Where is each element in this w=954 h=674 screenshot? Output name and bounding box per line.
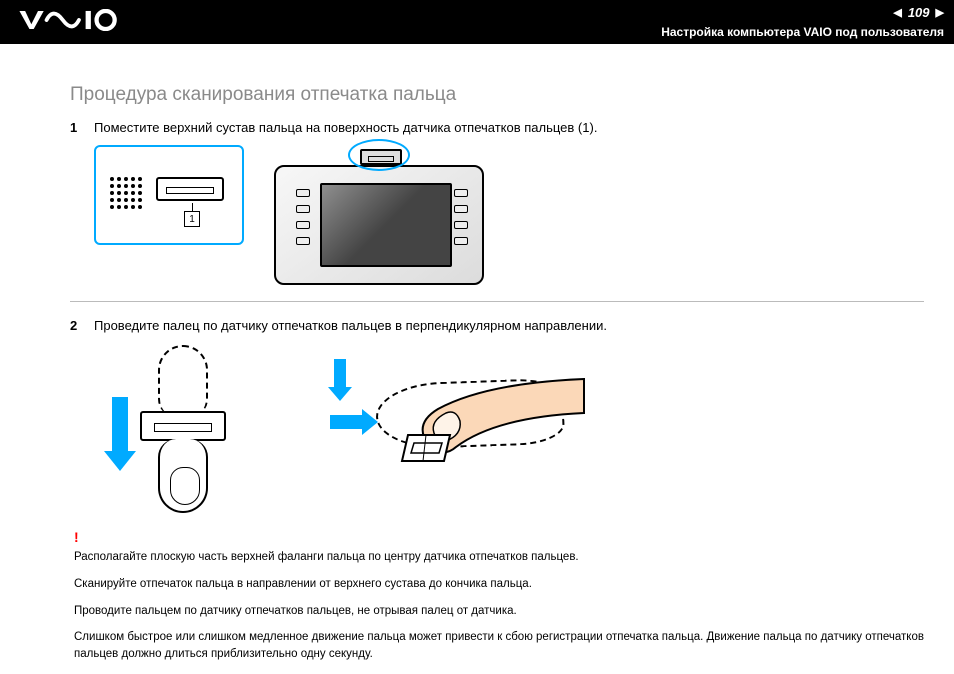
breadcrumb[interactable]: Настройка компьютера VAIO под пользовате…: [661, 23, 944, 41]
device-left-buttons: [296, 189, 310, 245]
section-title: Процедура сканирования отпечатка пальца: [70, 84, 924, 106]
speaker-grille-icon: [110, 177, 142, 209]
sensor-perspective: [400, 433, 452, 463]
device-right-buttons: [454, 189, 468, 245]
step-1-text: Поместите верхний сустав пальца на повер…: [94, 120, 597, 135]
sensor-top-view: [140, 411, 226, 441]
down-arrow-icon: [112, 397, 136, 471]
page-number: 109: [908, 3, 930, 23]
divider: [70, 301, 924, 302]
fingerprint-sensor-icon: [156, 177, 224, 201]
device-screen: [320, 183, 452, 267]
step-2-num: 2: [70, 318, 82, 333]
note-4: Слишком быстрое или слишком медленное дв…: [74, 629, 924, 662]
step-2: 2 Проведите палец по датчику отпечатков …: [70, 318, 924, 333]
illustration-1: 1: [94, 145, 924, 285]
finger-ghost-outline: [158, 345, 208, 417]
page-nav[interactable]: ◀ 109 ▶: [661, 3, 944, 23]
down-arrow-small-icon: [334, 359, 352, 401]
note-1: Располагайте плоскую часть верхней фалан…: [74, 549, 924, 566]
warning-icon: !: [74, 527, 924, 547]
swipe-perspective-view: [330, 353, 570, 503]
prev-arrow-icon[interactable]: ◀: [893, 5, 901, 22]
fingernail: [170, 467, 200, 505]
device-sensor-top: [360, 149, 402, 165]
device-body: [274, 165, 484, 285]
header-bar: ◀ 109 ▶ Настройка компьютера VAIO под по…: [0, 0, 954, 44]
step-2-text: Проведите палец по датчику отпечатков па…: [94, 318, 607, 333]
step-1: 1 Поместите верхний сустав пальца на пов…: [70, 120, 924, 135]
finger-solid: [158, 439, 208, 513]
step-1-num: 1: [70, 120, 82, 135]
vaio-logo: [18, 9, 118, 36]
device-illustration: [264, 145, 494, 285]
header-right: ◀ 109 ▶ Настройка компьютера VAIO под по…: [661, 3, 944, 41]
content-area: Процедура сканирования отпечатка пальца …: [0, 44, 954, 663]
swipe-top-view: [110, 343, 250, 513]
right-arrow-icon: [330, 409, 378, 435]
sensor-callout-box: 1: [94, 145, 244, 245]
next-arrow-icon[interactable]: ▶: [936, 5, 944, 22]
note-3: Проводите пальцем по датчику отпечатков …: [74, 603, 924, 620]
illustration-2: [110, 343, 924, 513]
note-2: Сканируйте отпечаток пальца в направлени…: [74, 576, 924, 593]
warning-notes: ! Располагайте плоскую часть верхней фал…: [74, 527, 924, 663]
callout-number-1: 1: [184, 211, 200, 227]
